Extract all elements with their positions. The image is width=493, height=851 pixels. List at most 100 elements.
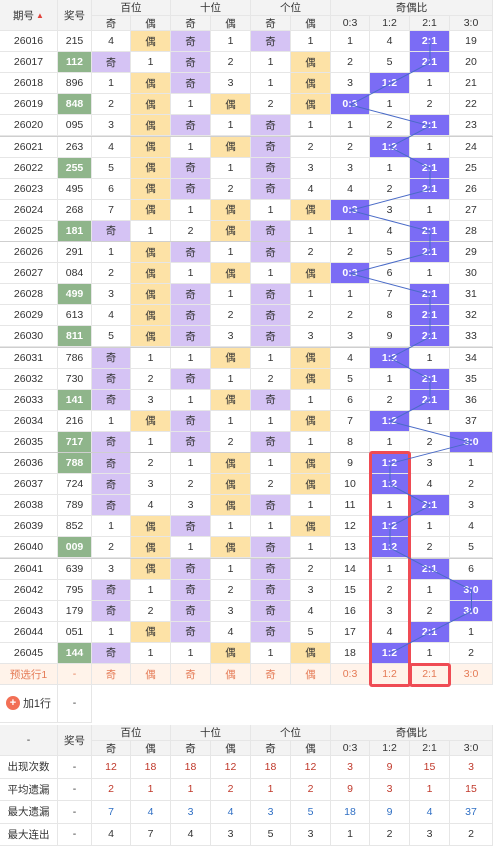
row-c-ou: 偶 xyxy=(291,73,331,95)
row-qihao: 26042 xyxy=(0,579,58,601)
row-s-ou: 偶 xyxy=(211,220,251,242)
row-s-ji: 奇 xyxy=(171,326,211,348)
row-qihao: 26030 xyxy=(0,326,58,348)
row-b-ou: 偶 xyxy=(131,558,171,580)
row-ratio-3: 3:0 xyxy=(450,600,493,622)
row-ratio-2: 2 xyxy=(410,431,450,453)
stat-value: 18 xyxy=(171,756,211,779)
preselect-cell-9[interactable]: 3:0 xyxy=(450,664,493,685)
row-b-ji: 奇 xyxy=(92,600,131,622)
row-ratio-0: 11 xyxy=(331,495,370,517)
row-b-ou: 偶 xyxy=(131,136,171,158)
row-ratio-3: 1 xyxy=(450,453,493,475)
row-s-ji: 奇 xyxy=(171,516,211,538)
preselect-cell-4[interactable]: 奇 xyxy=(251,664,291,685)
row-b-ji: 1 xyxy=(92,242,131,264)
row-ratio-1: 5 xyxy=(370,242,410,264)
preselect-cell-8[interactable]: 2:1 xyxy=(410,664,450,685)
row-jianghao: 263 xyxy=(58,136,92,158)
row-s-ji: 1 xyxy=(171,199,211,221)
row-c-ou: 偶 xyxy=(291,52,331,74)
row-b-ou: 1 xyxy=(131,52,171,74)
stat-value: 1 xyxy=(131,778,171,801)
row-c-ji: 奇 xyxy=(251,537,291,559)
row-s-ji: 2 xyxy=(171,220,211,242)
row-ratio-3: 21 xyxy=(450,73,493,95)
row-ratio-2: 1 xyxy=(410,516,450,538)
row-ratio-2: 2:1 xyxy=(410,326,450,348)
row-jianghao: 613 xyxy=(58,305,92,327)
row-qihao: 26018 xyxy=(0,73,58,95)
header-qihao-sort[interactable]: 期号 ▲ xyxy=(0,0,58,31)
row-ratio-1: 1 xyxy=(370,157,410,179)
row-b-ji: 6 xyxy=(92,178,131,200)
row-b-ou: 1 xyxy=(131,347,171,369)
row-ratio-2: 2:1 xyxy=(410,284,450,306)
row-b-ji: 奇 xyxy=(92,642,131,664)
row-c-ou: 1 xyxy=(291,115,331,137)
preselect-cell-0[interactable]: 奇 xyxy=(92,664,131,685)
row-ratio-3: 31 xyxy=(450,284,493,306)
row-ratio-3: 33 xyxy=(450,326,493,348)
preselect-cell-3[interactable]: 偶 xyxy=(211,664,251,685)
preselect-cell-7[interactable]: 1:2 xyxy=(370,664,410,685)
row-ratio-1: 1:2 xyxy=(370,73,410,95)
stat-value: 37 xyxy=(450,801,493,824)
row-c-ji: 1 xyxy=(251,347,291,369)
sort-arrow-icon[interactable]: ▲ xyxy=(36,10,44,20)
row-c-ji: 奇 xyxy=(251,178,291,200)
row-s-ji: 3 xyxy=(171,495,211,517)
row-s-ji: 1 xyxy=(171,347,211,369)
row-b-ji: 3 xyxy=(92,558,131,580)
row-c-ou: 1 xyxy=(291,495,331,517)
row-ratio-2: 2:1 xyxy=(410,305,450,327)
row-jianghao: 216 xyxy=(58,410,92,432)
row-ratio-1: 4 xyxy=(370,220,410,242)
row-ratio-3: 2 xyxy=(450,474,493,496)
row-jianghao: 291 xyxy=(58,242,92,264)
row-ratio-2: 1 xyxy=(410,347,450,369)
row-b-ji: 5 xyxy=(92,326,131,348)
row-b-ou: 4 xyxy=(131,495,171,517)
row-jianghao: 788 xyxy=(58,453,92,475)
row-b-ji: 4 xyxy=(92,136,131,158)
row-jianghao: 051 xyxy=(58,621,92,643)
row-s-ou: 偶 xyxy=(211,453,251,475)
row-ratio-3: 25 xyxy=(450,157,493,179)
stat-value: 12 xyxy=(291,756,331,779)
stat-value: 3 xyxy=(211,823,251,846)
row-jianghao: 084 xyxy=(58,263,92,285)
row-jianghao: 896 xyxy=(58,73,92,95)
row-b-ji: 奇 xyxy=(92,495,131,517)
preselect-label[interactable]: 预选行1 xyxy=(0,664,58,685)
preselect-cell-6[interactable]: 0:3 xyxy=(331,664,370,685)
row-ratio-0: 9 xyxy=(331,453,370,475)
row-ratio-1: 1 xyxy=(370,495,410,517)
stat-label: 平均遗漏 xyxy=(0,778,58,801)
row-c-ou: 2 xyxy=(291,305,331,327)
row-ratio-2: 2:1 xyxy=(410,52,450,74)
row-b-ou: 偶 xyxy=(131,242,171,264)
preselect-cell-1[interactable]: 偶 xyxy=(131,664,171,685)
row-c-ou: 3 xyxy=(291,157,331,179)
preselect-jianghao: - xyxy=(58,664,92,685)
row-s-ji: 奇 xyxy=(171,52,211,74)
header-ratio-2: 2:1 xyxy=(410,16,450,31)
footer-header-ratio-0: 0:3 xyxy=(331,741,370,756)
row-ratio-0: 6 xyxy=(331,389,370,411)
row-b-ou: 偶 xyxy=(131,115,171,137)
row-jianghao: 095 xyxy=(58,115,92,137)
add-row-button[interactable]: + 加1行 xyxy=(5,695,51,711)
preselect-cell-5[interactable]: 偶 xyxy=(291,664,331,685)
row-s-ji: 1 xyxy=(171,389,211,411)
row-ratio-2: 2:1 xyxy=(410,368,450,390)
row-c-ou: 偶 xyxy=(291,410,331,432)
row-s-ou: 偶 xyxy=(211,389,251,411)
row-b-ji: 奇 xyxy=(92,220,131,242)
preselect-cell-2[interactable]: 奇 xyxy=(171,664,211,685)
row-b-ji: 4 xyxy=(92,31,131,53)
row-b-ou: 1 xyxy=(131,431,171,453)
row-s-ou: 1 xyxy=(211,516,251,538)
stat-value: 2 xyxy=(291,778,331,801)
row-b-ji: 1 xyxy=(92,621,131,643)
